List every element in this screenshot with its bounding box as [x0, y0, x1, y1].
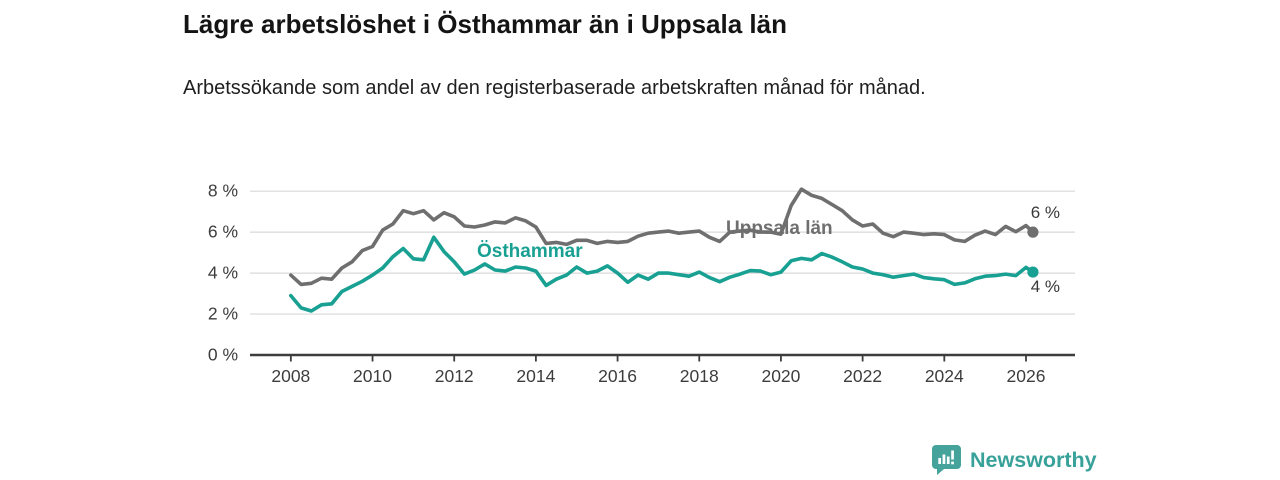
x-tick-label: 2008	[271, 366, 311, 386]
x-tick-label: 2020	[761, 366, 801, 386]
chart-subtitle: Arbetssökande som andel av den registerb…	[183, 77, 926, 99]
x-tick-label: 2010	[353, 366, 392, 386]
newsworthy-wordmark: Newsworthy	[970, 447, 1097, 472]
end-value-label-uppsala: 6 %	[1030, 203, 1060, 222]
x-tick-label: 2022	[843, 366, 883, 386]
x-tick-label: 2014	[516, 366, 556, 386]
x-tick-label: 2026	[1006, 366, 1046, 386]
x-tick-label: 2018	[679, 366, 719, 386]
end-value-label-osthammar: 4 %	[1030, 277, 1060, 296]
end-point-dots	[1027, 226, 1039, 278]
series-label-osthammar: Östhammar	[477, 241, 583, 262]
x-axis	[250, 353, 1075, 362]
x-tick-label: 2012	[434, 366, 474, 386]
bar-chart-speech-bubble-icon	[932, 445, 961, 475]
x-tick-label: 2024	[924, 366, 964, 386]
y-tick-label: 6 %	[207, 221, 238, 242]
y-tick-label: 8 %	[207, 180, 238, 201]
x-tick-label: 2016	[598, 366, 638, 386]
data-lines	[288, 187, 1035, 313]
newsworthy-brand[interactable]: Newsworthy	[932, 445, 1097, 475]
y-tick-label: 2 %	[207, 303, 238, 324]
y-tick-label: 4 %	[207, 262, 238, 283]
y-tick-label: 0 %	[207, 344, 238, 365]
chart-title: Lägre arbetslöshet i Östhammar än i Upps…	[183, 9, 787, 39]
gridlines	[250, 190, 1075, 315]
series-label-uppsala-lan: Uppsala län	[726, 218, 833, 239]
